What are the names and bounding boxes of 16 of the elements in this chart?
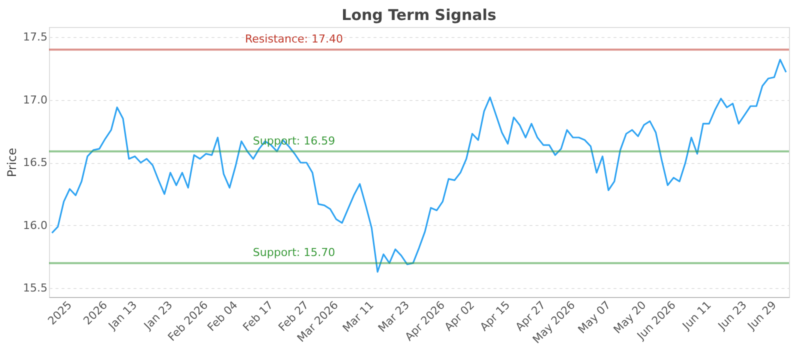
- line-series: [51, 58, 787, 273]
- x-tick-label: Feb 17: [240, 298, 276, 334]
- x-tick-label: Jan 13: [105, 298, 140, 333]
- x-tick-label: Mar 11: [340, 298, 376, 335]
- x-tick-label: Apr 15: [478, 298, 513, 334]
- y-tick-label: 17.5: [23, 30, 48, 44]
- ref-line-label: Resistance: 17.40: [245, 32, 343, 46]
- ref-line-label: Support: 15.70: [252, 246, 336, 260]
- x-tick-label: Jun 29: [744, 298, 779, 333]
- y-tick-label: 16.5: [23, 156, 48, 170]
- y-tick-label: 16.0: [23, 218, 48, 232]
- x-tick-label: Jun 11: [679, 298, 714, 333]
- y-axis-title: Price: [5, 148, 20, 178]
- y-tick-label: 15.5: [23, 282, 48, 295]
- chart-title: Long Term Signals: [342, 6, 496, 24]
- y-tick-label: 17.0: [23, 93, 48, 106]
